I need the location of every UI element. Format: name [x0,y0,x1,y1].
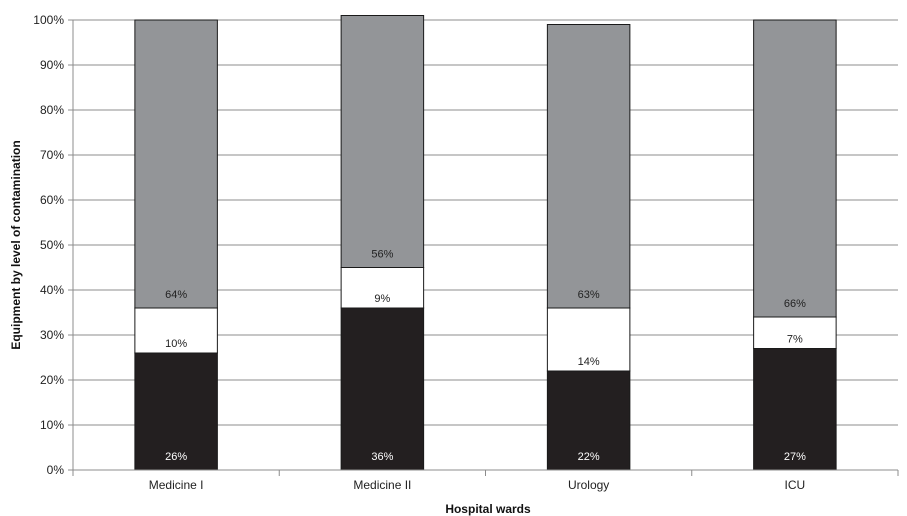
y-tick-label: 30% [40,328,64,342]
axes [68,19,899,476]
data-label: 66% [784,298,806,310]
x-category-label: Urology [568,478,609,492]
y-tick-label: 10% [40,418,64,432]
data-label: 27% [784,451,806,463]
y-tick-label: 90% [40,58,64,72]
bar-segment [753,316,837,349]
bar-segment [753,348,837,471]
x-axis-title: Hospital wards [445,502,531,516]
data-label: 10% [165,338,187,350]
bar-segment [134,307,218,354]
y-tick-label: 40% [40,283,64,297]
data-label: 26% [165,451,187,463]
data-label: 9% [374,293,390,305]
data-label: 36% [371,451,393,463]
y-axis-title: Equipment by level of contamination [9,140,23,349]
data-label: 63% [578,289,600,301]
y-tick-label: 70% [40,148,64,162]
x-category-label: Medicine II [353,478,411,492]
bar-segment [753,19,837,318]
bar-segment [546,307,631,372]
y-tick-label: 0% [47,463,65,477]
data-label: 64% [165,289,187,301]
bar-segment [546,370,631,471]
y-tick-label: 100% [33,13,64,27]
y-tick-label: 80% [40,103,64,117]
bar-segment [340,15,425,268]
data-label: 22% [578,451,600,463]
data-label: 56% [371,249,393,261]
x-category-label: ICU [785,478,806,492]
y-tick-label: 60% [40,193,64,207]
bar-segment [546,24,631,309]
bars [134,15,837,471]
y-tick-label: 20% [40,373,64,387]
data-label: 14% [578,356,600,368]
bar-segment [134,19,218,309]
bar-segment [340,307,425,471]
bar-segment [340,267,425,309]
labels: 0% 10% 20% 30% 40% 50% 60% 70% 80% 90% 100% 26% 10% 6… [33,13,806,492]
y-tick-label: 50% [40,238,64,252]
x-category-label: Medicine I [149,478,204,492]
data-label: 7% [787,334,803,346]
